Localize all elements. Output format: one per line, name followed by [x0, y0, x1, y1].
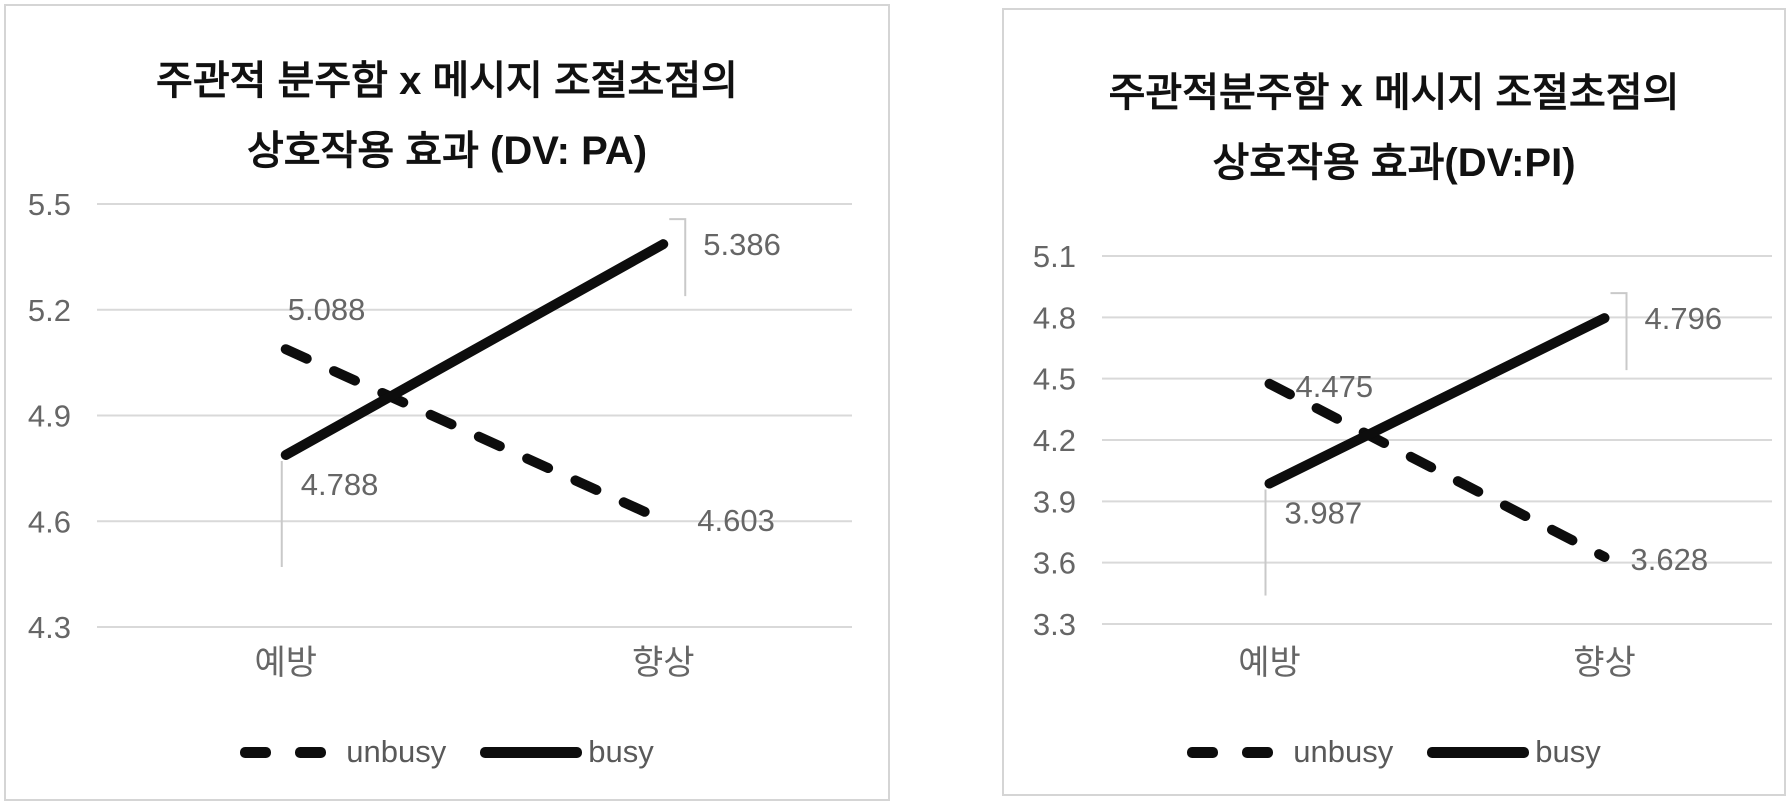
label-leader-line: [669, 218, 687, 297]
plot-area: 4.3 4.6 4.9 5.2 5.5 예방 향상 5.088 4.603 4.788 5.386: [28, 187, 852, 682]
data-label-unbusy: 5.088: [288, 292, 366, 327]
chart-title-line-2: 상호작용 효과 (DV: PA): [246, 129, 648, 173]
series-line-unbusy: [280, 344, 669, 526]
data-label-unbusy: 4.603: [697, 503, 775, 538]
chart-title-line-2: 상호작용 효과(DV:PI): [1212, 141, 1576, 185]
legend-item-busy: busy: [480, 734, 654, 770]
series-line-busy: [280, 239, 669, 460]
x-axis-category-label: 향상: [1573, 644, 1636, 682]
solid-line-sample: [1427, 746, 1530, 758]
chart-title-line-1: 주관적 분주함 x 메시지 조절초점의: [156, 59, 738, 103]
y-axis-tick-label: 4.3: [28, 610, 71, 645]
legend-item-busy: busy: [1427, 734, 1601, 770]
y-axis-tick-label: 3.3: [1033, 607, 1076, 642]
label-leader-line: [1610, 292, 1628, 371]
dashed-line-sample: [1187, 746, 1274, 758]
plot-area: 3.3 3.6 3.9 4.2 4.5 4.8 5.1 예방 향상 4.475 3.628 3.987…: [1033, 239, 1772, 682]
x-axis-category-label: 예방: [254, 644, 317, 682]
legend-label-busy: busy: [588, 734, 654, 769]
data-label-unbusy: 3.628: [1631, 542, 1709, 577]
chart-title: 주관적 분주함 x 메시지 조절초점의 상호작용 효과 (DV: PA): [6, 46, 888, 186]
y-axis-tick-label: 4.5: [1033, 362, 1076, 397]
data-label-unbusy: 4.475: [1296, 369, 1374, 404]
chart-panel-dv-pi: 주관적분주함 x 메시지 조절초점의 상호작용 효과(DV:PI) 3.3 3.6…: [1002, 8, 1786, 796]
solid-line-sample: [480, 746, 583, 758]
legend-label-unbusy: unbusy: [346, 734, 447, 769]
x-axis-category-label: 향상: [632, 644, 695, 682]
chart-panel-dv-pa: 주관적 분주함 x 메시지 조절초점의 상호작용 효과 (DV: PA) 4.3…: [4, 4, 890, 801]
data-label-busy: 4.796: [1645, 301, 1723, 336]
y-axis-tick-label: 5.1: [1033, 239, 1076, 274]
series-line-busy: [1264, 313, 1610, 489]
legend-item-unbusy: unbusy: [1187, 734, 1393, 770]
data-label-busy: 3.987: [1285, 496, 1363, 531]
y-axis-tick-label: 4.6: [28, 504, 71, 539]
legend: unbusy busy: [6, 734, 888, 770]
data-label-busy: 5.386: [703, 227, 781, 262]
y-axis-tick-label: 5.2: [28, 293, 71, 328]
dashed-line-sample: [240, 746, 327, 758]
series-line-unbusy: [1264, 378, 1610, 562]
chart-title-line-1: 주관적분주함 x 메시지 조절초점의: [1108, 71, 1680, 115]
chart-title: 주관적분주함 x 메시지 조절초점의 상호작용 효과(DV:PI): [1004, 58, 1784, 198]
legend-label-busy: busy: [1535, 734, 1601, 769]
y-axis-tick-label: 4.9: [28, 399, 71, 434]
legend-label-unbusy: unbusy: [1293, 734, 1394, 769]
data-label-busy: 4.788: [301, 467, 379, 502]
y-axis-tick-label: 3.6: [1033, 546, 1076, 581]
y-axis-tick-label: 4.2: [1033, 423, 1076, 458]
x-axis-category-label: 예방: [1238, 644, 1301, 682]
y-axis-tick-label: 5.5: [28, 187, 71, 222]
y-axis-tick-label: 4.8: [1033, 300, 1076, 335]
legend: unbusy busy: [1004, 734, 1784, 770]
y-axis-tick-label: 3.9: [1033, 484, 1076, 519]
legend-item-unbusy: unbusy: [240, 734, 446, 770]
